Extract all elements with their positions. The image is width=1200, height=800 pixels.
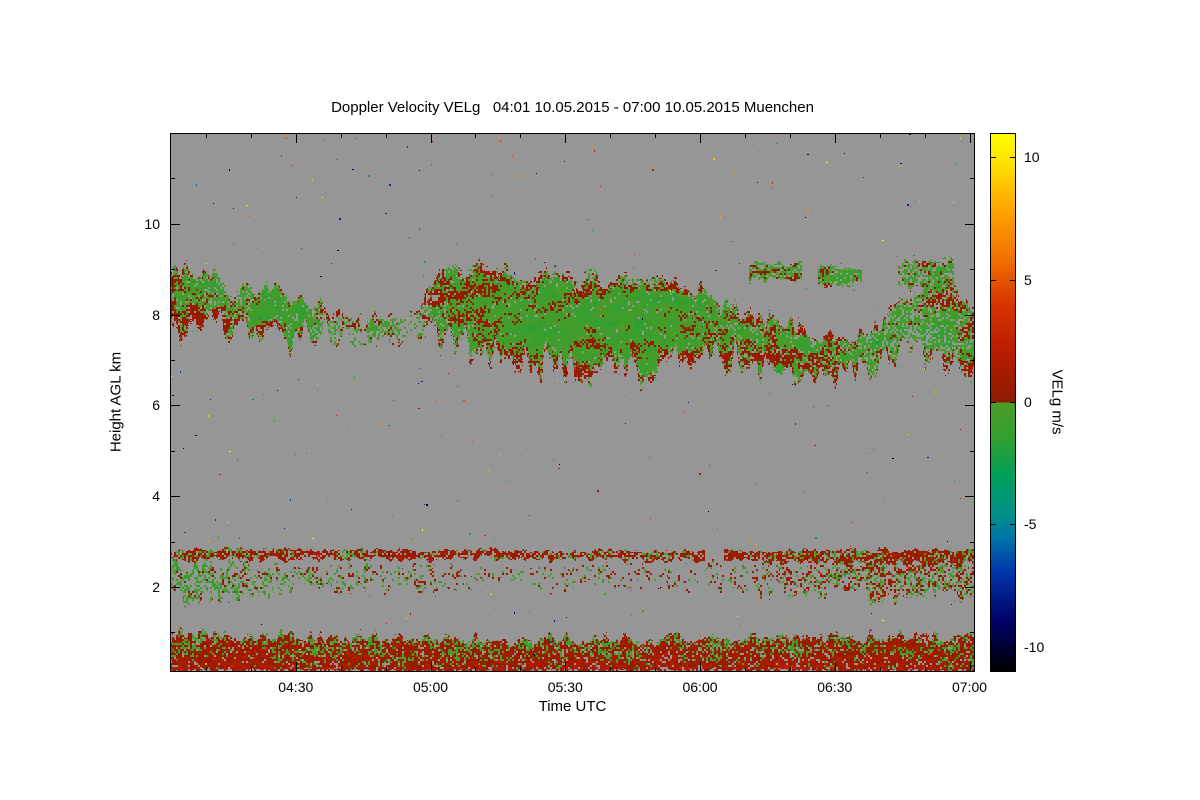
colorbar-tick-label: 5 (1024, 271, 1032, 288)
chart-title: Doppler Velocity VELg 04:01 10.05.2015 -… (331, 99, 814, 116)
x-tick-label: 06:00 (682, 679, 718, 695)
colorbar-canvas (990, 133, 1016, 672)
y-tick-label: 4 (152, 488, 160, 505)
y-axis-label: Height AGL km (107, 351, 125, 453)
x-tick-label: 07:00 (951, 679, 988, 695)
colorbar-label: VELg m/s (1048, 369, 1066, 435)
colorbar-tick-label: 0 (1024, 394, 1032, 410)
y-tick-label: 6 (152, 397, 160, 414)
x-tick-label: 05:30 (547, 679, 583, 695)
x-tick-label: 04:30 (278, 679, 314, 695)
colorbar-tick-label: -10 (1024, 638, 1045, 655)
x-tick-label: 06:30 (817, 679, 853, 695)
colorbar-tick-label: -5 (1024, 516, 1037, 533)
y-tick-label: 8 (152, 306, 160, 323)
x-tick-label: 05:00 (412, 679, 449, 695)
y-tick-label: 10 (144, 215, 160, 232)
heatmap-canvas (170, 133, 975, 672)
colorbar-tick-label: 10 (1024, 149, 1040, 166)
x-axis-label: Time UTC (538, 698, 607, 715)
y-tick-label: 2 (152, 579, 160, 595)
